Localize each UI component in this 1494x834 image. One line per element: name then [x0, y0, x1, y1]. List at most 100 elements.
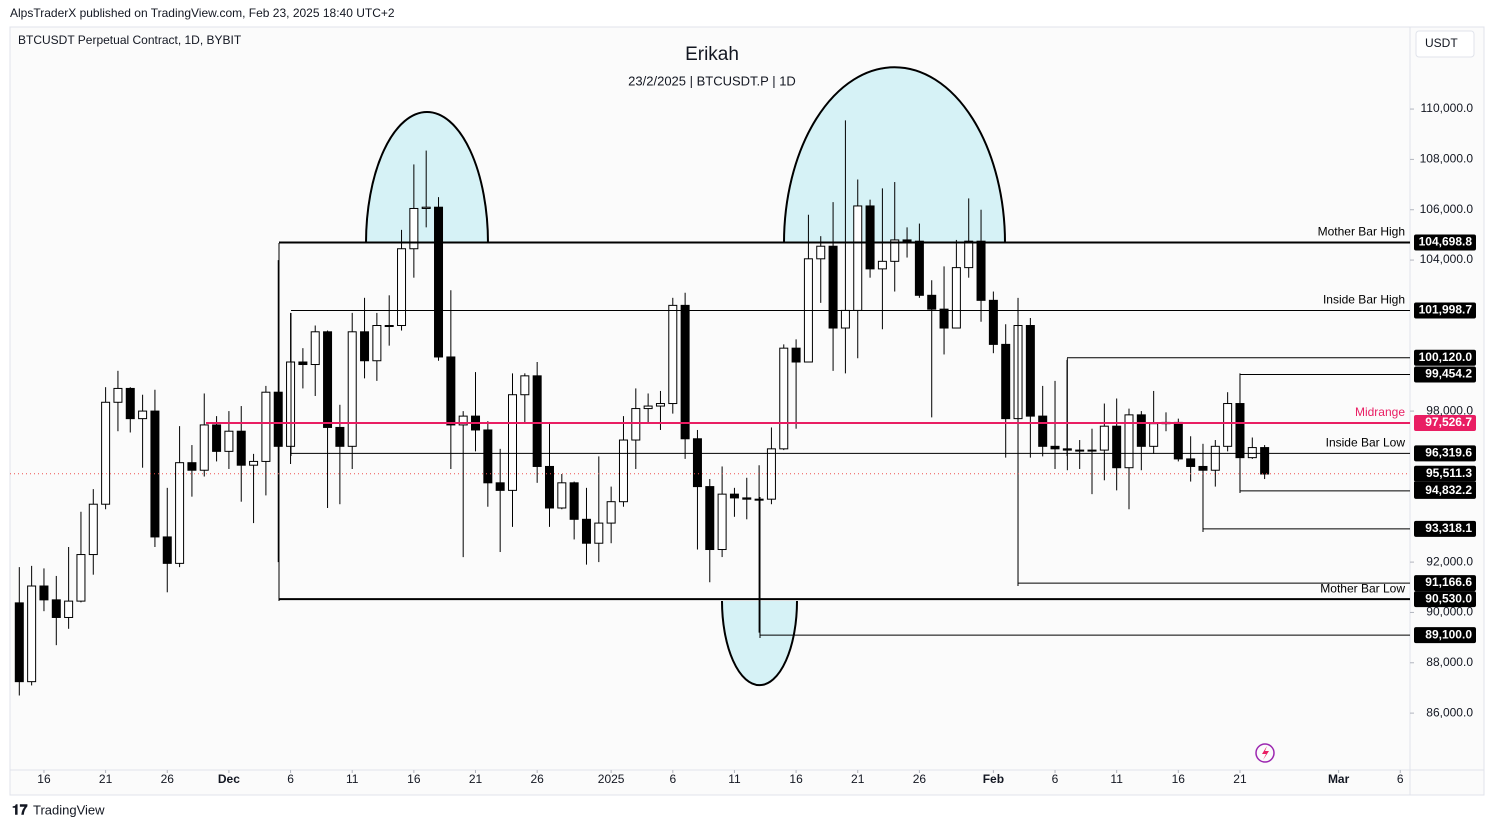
x-tick-label: 6 — [1397, 772, 1404, 786]
x-tick-label: 21 — [1233, 772, 1247, 786]
candle-body — [717, 493, 727, 551]
level-name: Midrange — [1355, 405, 1405, 419]
candle-body — [224, 430, 234, 452]
y-tick-label: 110,000.0 — [1421, 101, 1474, 115]
level-name: Mother Bar Low — [1320, 581, 1405, 595]
price-label: 93,318.1 — [1425, 521, 1472, 535]
alert-icon[interactable] — [1255, 743, 1275, 763]
price-label-box — [1414, 414, 1476, 431]
candle-body — [384, 325, 394, 328]
currency-button[interactable] — [1415, 30, 1475, 58]
y-tick-label: 92,000.0 — [1426, 554, 1473, 568]
price-label: 104,698.8 — [1419, 235, 1473, 249]
y-tick-label: 86,000.0 — [1426, 705, 1473, 719]
candle-body — [705, 486, 715, 551]
candle-body — [508, 394, 517, 491]
candle-body — [1210, 445, 1220, 471]
candle-body — [544, 465, 554, 509]
arcs — [365, 66, 1006, 687]
arc — [783, 66, 1006, 244]
price-label: 96,319.6 — [1425, 446, 1472, 460]
candle-body — [323, 331, 333, 428]
x-tick-label: 21 — [99, 772, 113, 786]
candle-body — [483, 429, 493, 484]
candle-body — [988, 299, 998, 345]
candle-body — [76, 554, 86, 602]
candle-body — [581, 518, 591, 544]
candle-body — [125, 387, 135, 420]
currency[interactable]: USDT — [1425, 36, 1458, 50]
x-tick-label: 16 — [1172, 772, 1186, 786]
price-label-box — [1414, 520, 1476, 537]
candle-body — [101, 401, 111, 505]
price-label: 95,511.3 — [1426, 466, 1472, 480]
candle-body — [791, 347, 801, 363]
y-tick-label: 106,000.0 — [1420, 202, 1474, 216]
price-label-box — [1414, 234, 1476, 251]
candle-body — [618, 439, 628, 503]
candle-body — [27, 585, 37, 683]
y-tick-label: 108,000.0 — [1420, 152, 1474, 166]
candle-body — [853, 205, 863, 311]
candle-body — [372, 325, 382, 362]
candle-body — [1247, 447, 1257, 459]
x-tick-label: 16 — [37, 772, 51, 786]
candle-body — [14, 602, 24, 683]
candle-body — [1099, 425, 1109, 451]
x-tick-label: 2025 — [598, 772, 625, 786]
candle-body — [273, 391, 283, 447]
price-label-box — [1414, 465, 1476, 482]
candle-body — [964, 240, 974, 269]
x-tick-label: 11 — [728, 772, 741, 786]
candle-body — [1260, 447, 1270, 475]
level-name: Inside Bar High — [1323, 293, 1405, 307]
candle-body — [914, 240, 924, 296]
arc — [721, 600, 798, 687]
y-tick-label: 104,000.0 — [1420, 252, 1474, 266]
candle-body — [347, 331, 357, 447]
x-tick-label: 6 — [1052, 772, 1059, 786]
candle-body — [64, 600, 74, 618]
candle-body — [187, 462, 197, 471]
candle-body — [766, 448, 776, 500]
candle-body — [236, 430, 246, 466]
candle-body — [495, 482, 505, 491]
level-name: Inside Bar Low — [1326, 436, 1406, 450]
candle-body — [1087, 449, 1097, 452]
levels: Mother Bar High 104,698.8 Inside Bar High 1… — [10, 225, 1476, 644]
x-tick-label: 21 — [851, 772, 865, 786]
candle-body — [1223, 403, 1233, 447]
candle-body — [1001, 343, 1011, 420]
candle-body — [865, 205, 875, 270]
candle-body — [520, 375, 530, 396]
x-tick-label: 26 — [530, 772, 544, 786]
candle-body — [310, 331, 320, 366]
x-tick-label: 6 — [287, 772, 294, 786]
candle-body — [39, 585, 49, 601]
candle-body — [951, 267, 961, 329]
candle-body — [1112, 425, 1122, 469]
price-label: 101,998.7 — [1419, 303, 1473, 317]
candle-body — [1025, 325, 1035, 417]
candle-body — [606, 501, 616, 524]
price-label: 100,120.0 — [1419, 350, 1473, 364]
candle-body — [1149, 423, 1159, 447]
candle-body — [1038, 415, 1048, 447]
candle-body — [434, 206, 444, 358]
chart-subtitle: 23/2/2025 | BTCUSDT.P | 1D — [628, 73, 796, 88]
x-tick-label: Mar — [1328, 772, 1350, 786]
candle-body — [298, 361, 308, 366]
x-tick-label: Feb — [983, 772, 1004, 786]
x-tick-label: 26 — [161, 772, 175, 786]
price-label: 90,530.0 — [1425, 591, 1472, 605]
y-tick-label: 98,000.0 — [1426, 403, 1473, 417]
candle-body — [631, 408, 641, 441]
candle-body — [88, 503, 98, 556]
candle-body — [594, 522, 604, 544]
price-label-box — [1414, 591, 1476, 608]
candle-body — [742, 497, 752, 500]
price-label: 97,526.7 — [1425, 415, 1472, 429]
candle-body — [261, 391, 271, 462]
